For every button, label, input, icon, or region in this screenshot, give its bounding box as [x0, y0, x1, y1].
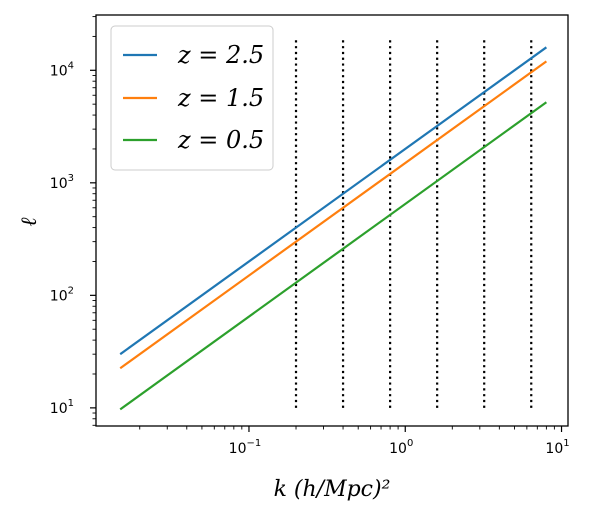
- x-tick-label: 101: [545, 438, 569, 457]
- series-line-2: [119, 101, 548, 411]
- series-lines: [119, 46, 548, 411]
- x-tick-label: 10−1: [229, 438, 262, 457]
- series-line-1: [119, 60, 548, 370]
- series-line-0: [119, 46, 548, 356]
- y-tick-label: 103: [50, 173, 74, 192]
- x-axis-label: k (h/Mpc)²: [274, 477, 391, 502]
- plot-frame: [95, 14, 569, 427]
- legend: z = 2.5 z = 1.5 z = 0.5: [110, 25, 274, 171]
- y-tick-label: 102: [50, 285, 74, 304]
- y-tick-label: 104: [50, 60, 74, 79]
- legend-label-z-0-5: z = 0.5: [177, 126, 264, 154]
- legend-label-z-2-5: z = 2.5: [177, 41, 264, 69]
- y-axis-label: ℓ: [17, 217, 42, 227]
- legend-label-z-1-5: z = 1.5: [177, 84, 264, 112]
- y-tick-label: 101: [50, 398, 74, 417]
- legend-box: [110, 25, 274, 171]
- y-axis-ticks: 101 102 103 104: [50, 16, 96, 426]
- x-axis-ticks: 10−1 100 101: [139, 426, 570, 457]
- dotted-reference-lines: [294, 38, 533, 408]
- x-tick-label: 100: [389, 438, 413, 457]
